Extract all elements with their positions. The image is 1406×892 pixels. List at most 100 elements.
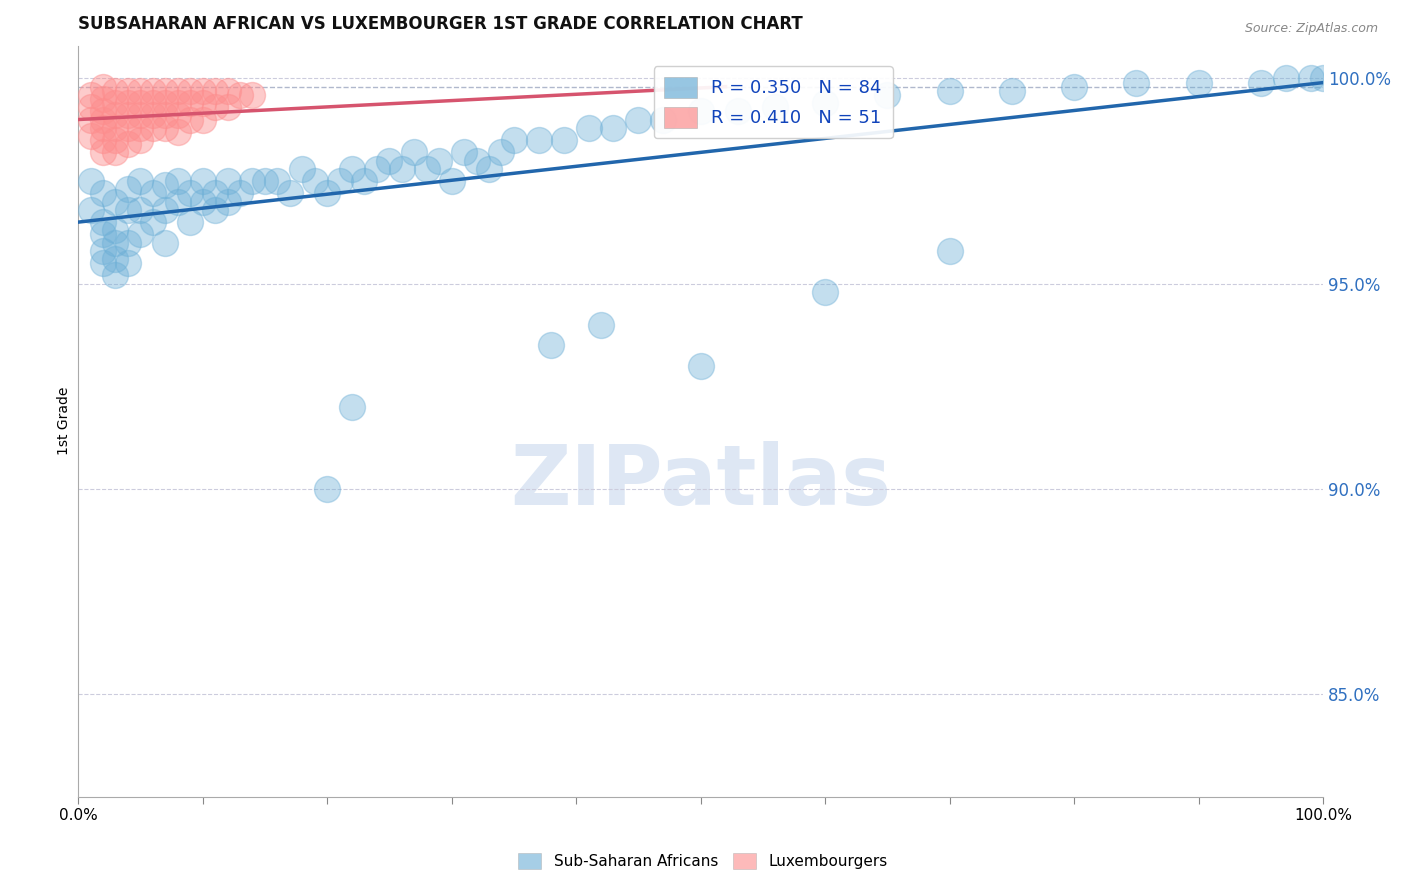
- Point: [155, 178, 177, 193]
- Legend: R = 0.350   N = 84, R = 0.410   N = 51: R = 0.350 N = 84, R = 0.410 N = 51: [654, 66, 893, 138]
- Point: [465, 153, 488, 168]
- Point: [142, 96, 165, 111]
- Point: [129, 120, 152, 135]
- Point: [278, 186, 301, 201]
- Point: [117, 256, 139, 270]
- Point: [340, 400, 363, 414]
- Point: [166, 125, 188, 139]
- Point: [129, 96, 152, 111]
- Text: SUBSAHARAN AFRICAN VS LUXEMBOURGER 1ST GRADE CORRELATION CHART: SUBSAHARAN AFRICAN VS LUXEMBOURGER 1ST G…: [79, 15, 803, 33]
- Point: [179, 186, 201, 201]
- Point: [453, 145, 475, 160]
- Point: [1312, 71, 1334, 86]
- Point: [304, 174, 326, 188]
- Point: [91, 227, 114, 242]
- Point: [155, 120, 177, 135]
- Point: [627, 112, 650, 127]
- Point: [491, 145, 513, 160]
- Point: [191, 96, 214, 111]
- Point: [179, 84, 201, 98]
- Point: [191, 84, 214, 98]
- Point: [117, 202, 139, 217]
- Point: [229, 87, 252, 102]
- Point: [366, 161, 388, 176]
- Point: [79, 100, 101, 114]
- Point: [79, 174, 101, 188]
- Point: [166, 84, 188, 98]
- Point: [155, 235, 177, 250]
- Point: [1299, 71, 1322, 86]
- Point: [602, 120, 624, 135]
- Text: ZIPatlas: ZIPatlas: [510, 441, 891, 522]
- Point: [652, 112, 675, 127]
- Point: [191, 112, 214, 127]
- Point: [104, 120, 127, 135]
- Point: [689, 104, 711, 119]
- Point: [540, 338, 562, 352]
- Point: [79, 112, 101, 127]
- Point: [155, 202, 177, 217]
- Point: [117, 84, 139, 98]
- Point: [91, 256, 114, 270]
- Point: [763, 100, 786, 114]
- Point: [91, 133, 114, 147]
- Point: [129, 133, 152, 147]
- Point: [440, 174, 463, 188]
- Point: [166, 96, 188, 111]
- Point: [91, 244, 114, 258]
- Point: [1188, 76, 1211, 90]
- Point: [266, 174, 288, 188]
- Point: [217, 84, 239, 98]
- Point: [427, 153, 450, 168]
- Point: [91, 186, 114, 201]
- Point: [253, 174, 276, 188]
- Point: [814, 285, 837, 299]
- Point: [502, 133, 524, 147]
- Point: [91, 92, 114, 106]
- Point: [166, 174, 188, 188]
- Point: [689, 359, 711, 373]
- Point: [404, 145, 426, 160]
- Point: [938, 244, 960, 258]
- Point: [416, 161, 439, 176]
- Point: [589, 318, 612, 332]
- Point: [155, 84, 177, 98]
- Point: [129, 108, 152, 122]
- Text: Source: ZipAtlas.com: Source: ZipAtlas.com: [1244, 22, 1378, 36]
- Point: [129, 84, 152, 98]
- Point: [204, 100, 226, 114]
- Point: [117, 120, 139, 135]
- Point: [316, 186, 339, 201]
- Point: [79, 128, 101, 143]
- Point: [129, 174, 152, 188]
- Point: [814, 96, 837, 111]
- Point: [104, 108, 127, 122]
- Point: [204, 84, 226, 98]
- Point: [166, 108, 188, 122]
- Point: [104, 223, 127, 237]
- Point: [117, 96, 139, 111]
- Point: [217, 100, 239, 114]
- Point: [727, 104, 749, 119]
- Point: [1001, 84, 1024, 98]
- Point: [876, 87, 898, 102]
- Point: [179, 112, 201, 127]
- Point: [478, 161, 501, 176]
- Y-axis label: 1st Grade: 1st Grade: [58, 387, 72, 455]
- Point: [179, 215, 201, 229]
- Point: [129, 227, 152, 242]
- Point: [217, 174, 239, 188]
- Point: [179, 96, 201, 111]
- Point: [91, 145, 114, 160]
- Point: [378, 153, 401, 168]
- Point: [104, 84, 127, 98]
- Point: [79, 202, 101, 217]
- Point: [204, 202, 226, 217]
- Point: [217, 194, 239, 209]
- Point: [316, 482, 339, 496]
- Point: [191, 174, 214, 188]
- Point: [1063, 79, 1085, 94]
- Point: [329, 174, 352, 188]
- Point: [155, 108, 177, 122]
- Point: [191, 194, 214, 209]
